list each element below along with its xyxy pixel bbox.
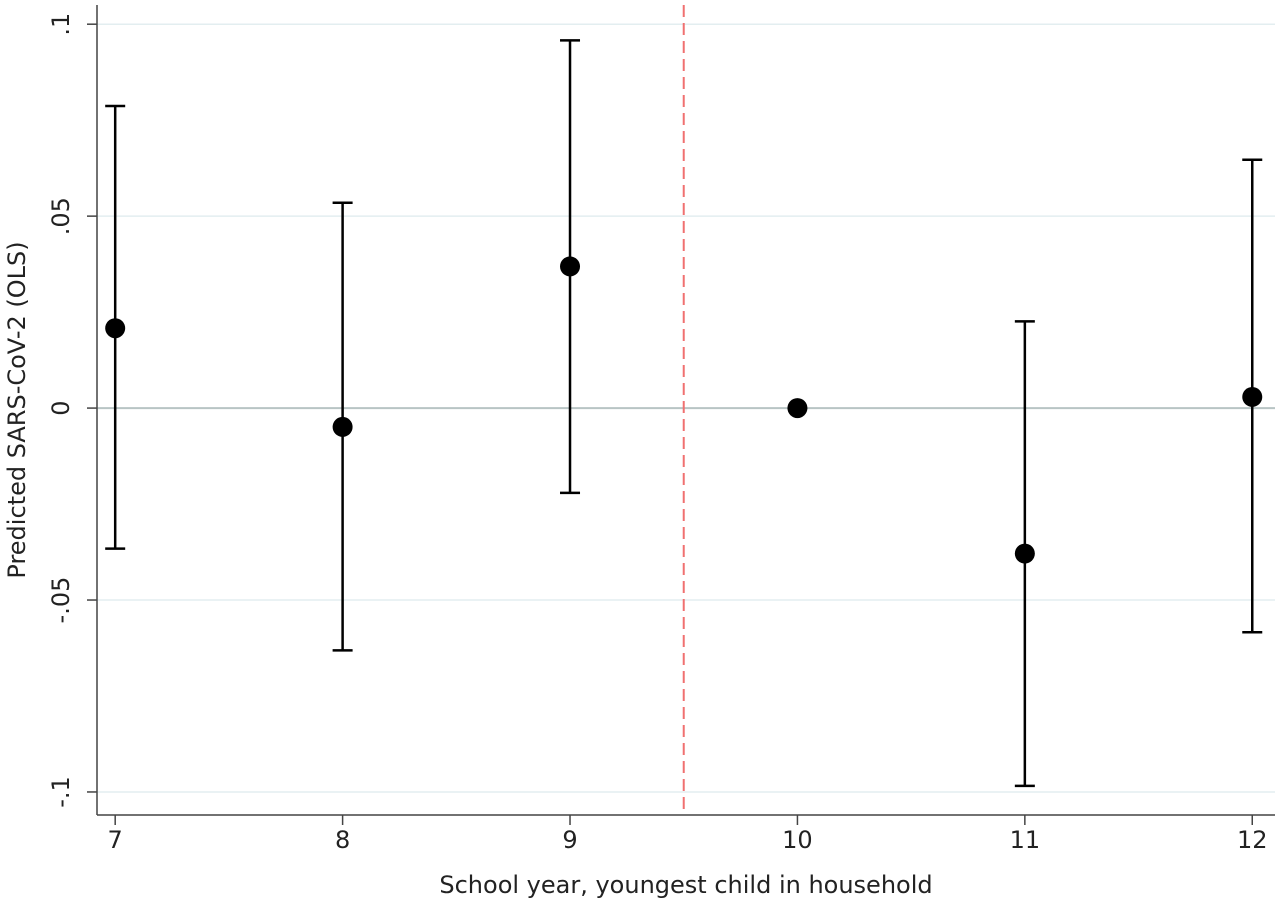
y-tick-label: .1: [47, 13, 75, 36]
x-tick-label: 10: [782, 826, 813, 854]
y-tick-label: .05: [47, 197, 75, 235]
point: [1242, 386, 1263, 407]
x-tick-label: 12: [1237, 826, 1268, 854]
x-tick-label: 8: [335, 826, 350, 854]
y-tick-label: 0: [47, 400, 75, 415]
y-tick-label: -.05: [47, 577, 75, 624]
x-tick-label: 7: [108, 826, 123, 854]
x-tick-label: 9: [562, 826, 577, 854]
point: [787, 398, 808, 419]
point: [332, 416, 353, 437]
point: [1014, 543, 1035, 564]
x-tick-label: 11: [1010, 826, 1041, 854]
x-axis-title: School year, youngest child in household: [439, 871, 932, 899]
point: [105, 318, 126, 339]
y-tick-label: -.1: [47, 776, 75, 808]
y-axis-title: Predicted SARS-CoV-2 (OLS): [3, 241, 31, 578]
point: [560, 256, 581, 277]
